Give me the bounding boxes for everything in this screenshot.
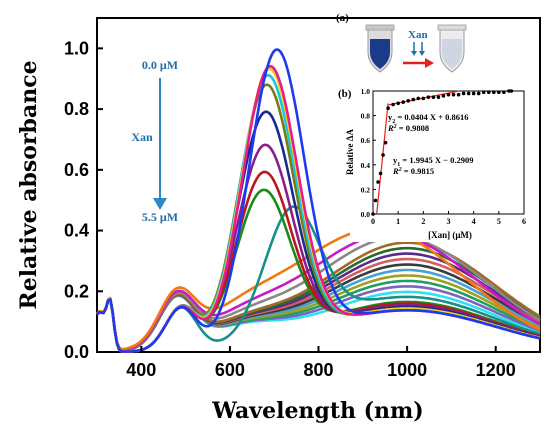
y-tick-label: 0.0 [64, 342, 89, 362]
start-concentration-label: 0.0 μM [142, 58, 178, 72]
data-point [373, 198, 378, 203]
inset-x-tick-label: 2 [421, 217, 425, 226]
data-point [406, 99, 411, 103]
data-point [466, 91, 471, 96]
spectra-group [96, 48, 541, 353]
xan-annotation-label: Xan [131, 130, 153, 144]
concentration-arrow-head [153, 198, 167, 210]
fit-r2-1: R2 = 0.9815 [392, 166, 434, 176]
inset-y-axis-title: Relative ΔA [345, 129, 355, 175]
data-point [371, 212, 375, 216]
data-point [451, 92, 456, 97]
reaction-arrowhead [425, 58, 434, 68]
data-point [492, 90, 496, 95]
data-point [378, 171, 383, 176]
y-tick-label: 1.0 [64, 38, 89, 58]
inset-x-axis-title: [Xan] (μM) [428, 230, 472, 240]
y-tick-label: 0.4 [64, 221, 89, 241]
spectrum-line [96, 227, 541, 351]
fit-r2-2: R2 = 0.9808 [387, 123, 429, 133]
y-axis-title: Relative absorbance [16, 60, 42, 309]
data-point [376, 180, 380, 184]
data-point [396, 101, 400, 106]
x-tick-label: 800 [303, 360, 333, 380]
data-point [386, 106, 390, 111]
data-point [421, 96, 426, 101]
inset-b-background [350, 82, 530, 242]
y-tick-label: 0.6 [64, 160, 89, 180]
y-tick-label: 0.2 [64, 281, 89, 301]
data-point [481, 90, 486, 95]
inset-y-tick-label: 1.0 [361, 87, 371, 96]
data-point [486, 90, 491, 95]
end-concentration-label: 5.5 μM [142, 210, 178, 224]
inset-x-tick-label: 5 [497, 217, 501, 226]
inset-y-tick-label: 0.6 [361, 136, 371, 145]
inset-y-tick-label: 0.0 [361, 210, 371, 219]
data-point [509, 89, 514, 93]
data-point [446, 92, 451, 97]
inset-x-tick-label: 3 [447, 217, 451, 226]
data-point [391, 102, 395, 107]
data-point [401, 100, 406, 104]
fit-equation-1: y1 = 1.9945 X − 0.2909 [393, 155, 473, 168]
data-point [381, 153, 385, 157]
fit-equation-2: y2 = 0.0404 X + 0.8616 [388, 112, 468, 125]
data-point [411, 97, 416, 102]
x-tick-label: 600 [215, 360, 245, 380]
data-point [431, 95, 436, 99]
data-point [507, 89, 511, 93]
data-point [436, 95, 441, 99]
x-tick-label: 1200 [476, 360, 516, 380]
data-point [471, 91, 476, 96]
x-axis-title: Wavelength (nm) [211, 398, 423, 424]
inset-x-tick-label: 4 [472, 217, 476, 226]
vial-after [437, 24, 467, 73]
data-point [502, 90, 506, 95]
x-tick-label: 400 [126, 360, 156, 380]
inset-y-tick-label: 0.4 [361, 161, 371, 170]
data-point [497, 90, 501, 95]
vial-before [365, 24, 395, 73]
data-point [441, 94, 446, 98]
inset-y-tick-label: 0.8 [361, 112, 371, 121]
inset-x-tick-label: 0 [371, 217, 375, 226]
y-tick-label: 0.8 [64, 99, 89, 119]
fit-line [376, 103, 389, 215]
data-point [461, 91, 466, 96]
data-point [456, 92, 461, 97]
data-point [383, 140, 388, 145]
drop-arrowhead-left [411, 51, 417, 56]
spectrum-line [96, 48, 541, 353]
inset-x-tick-label: 1 [396, 217, 400, 226]
drop-arrowhead-right [419, 51, 425, 56]
xan-inset-label: Xan [408, 29, 428, 41]
data-point [426, 95, 431, 99]
data-point [416, 96, 421, 101]
panel-b-label: (b) [338, 88, 352, 100]
inset-y-tick-label: 0.2 [361, 185, 371, 194]
inset-x-tick-label: 6 [522, 217, 526, 226]
x-tick-label: 1000 [387, 360, 427, 380]
data-point [476, 91, 481, 96]
panel-a-label: (a) [336, 12, 349, 24]
spectrum-line [96, 233, 541, 352]
